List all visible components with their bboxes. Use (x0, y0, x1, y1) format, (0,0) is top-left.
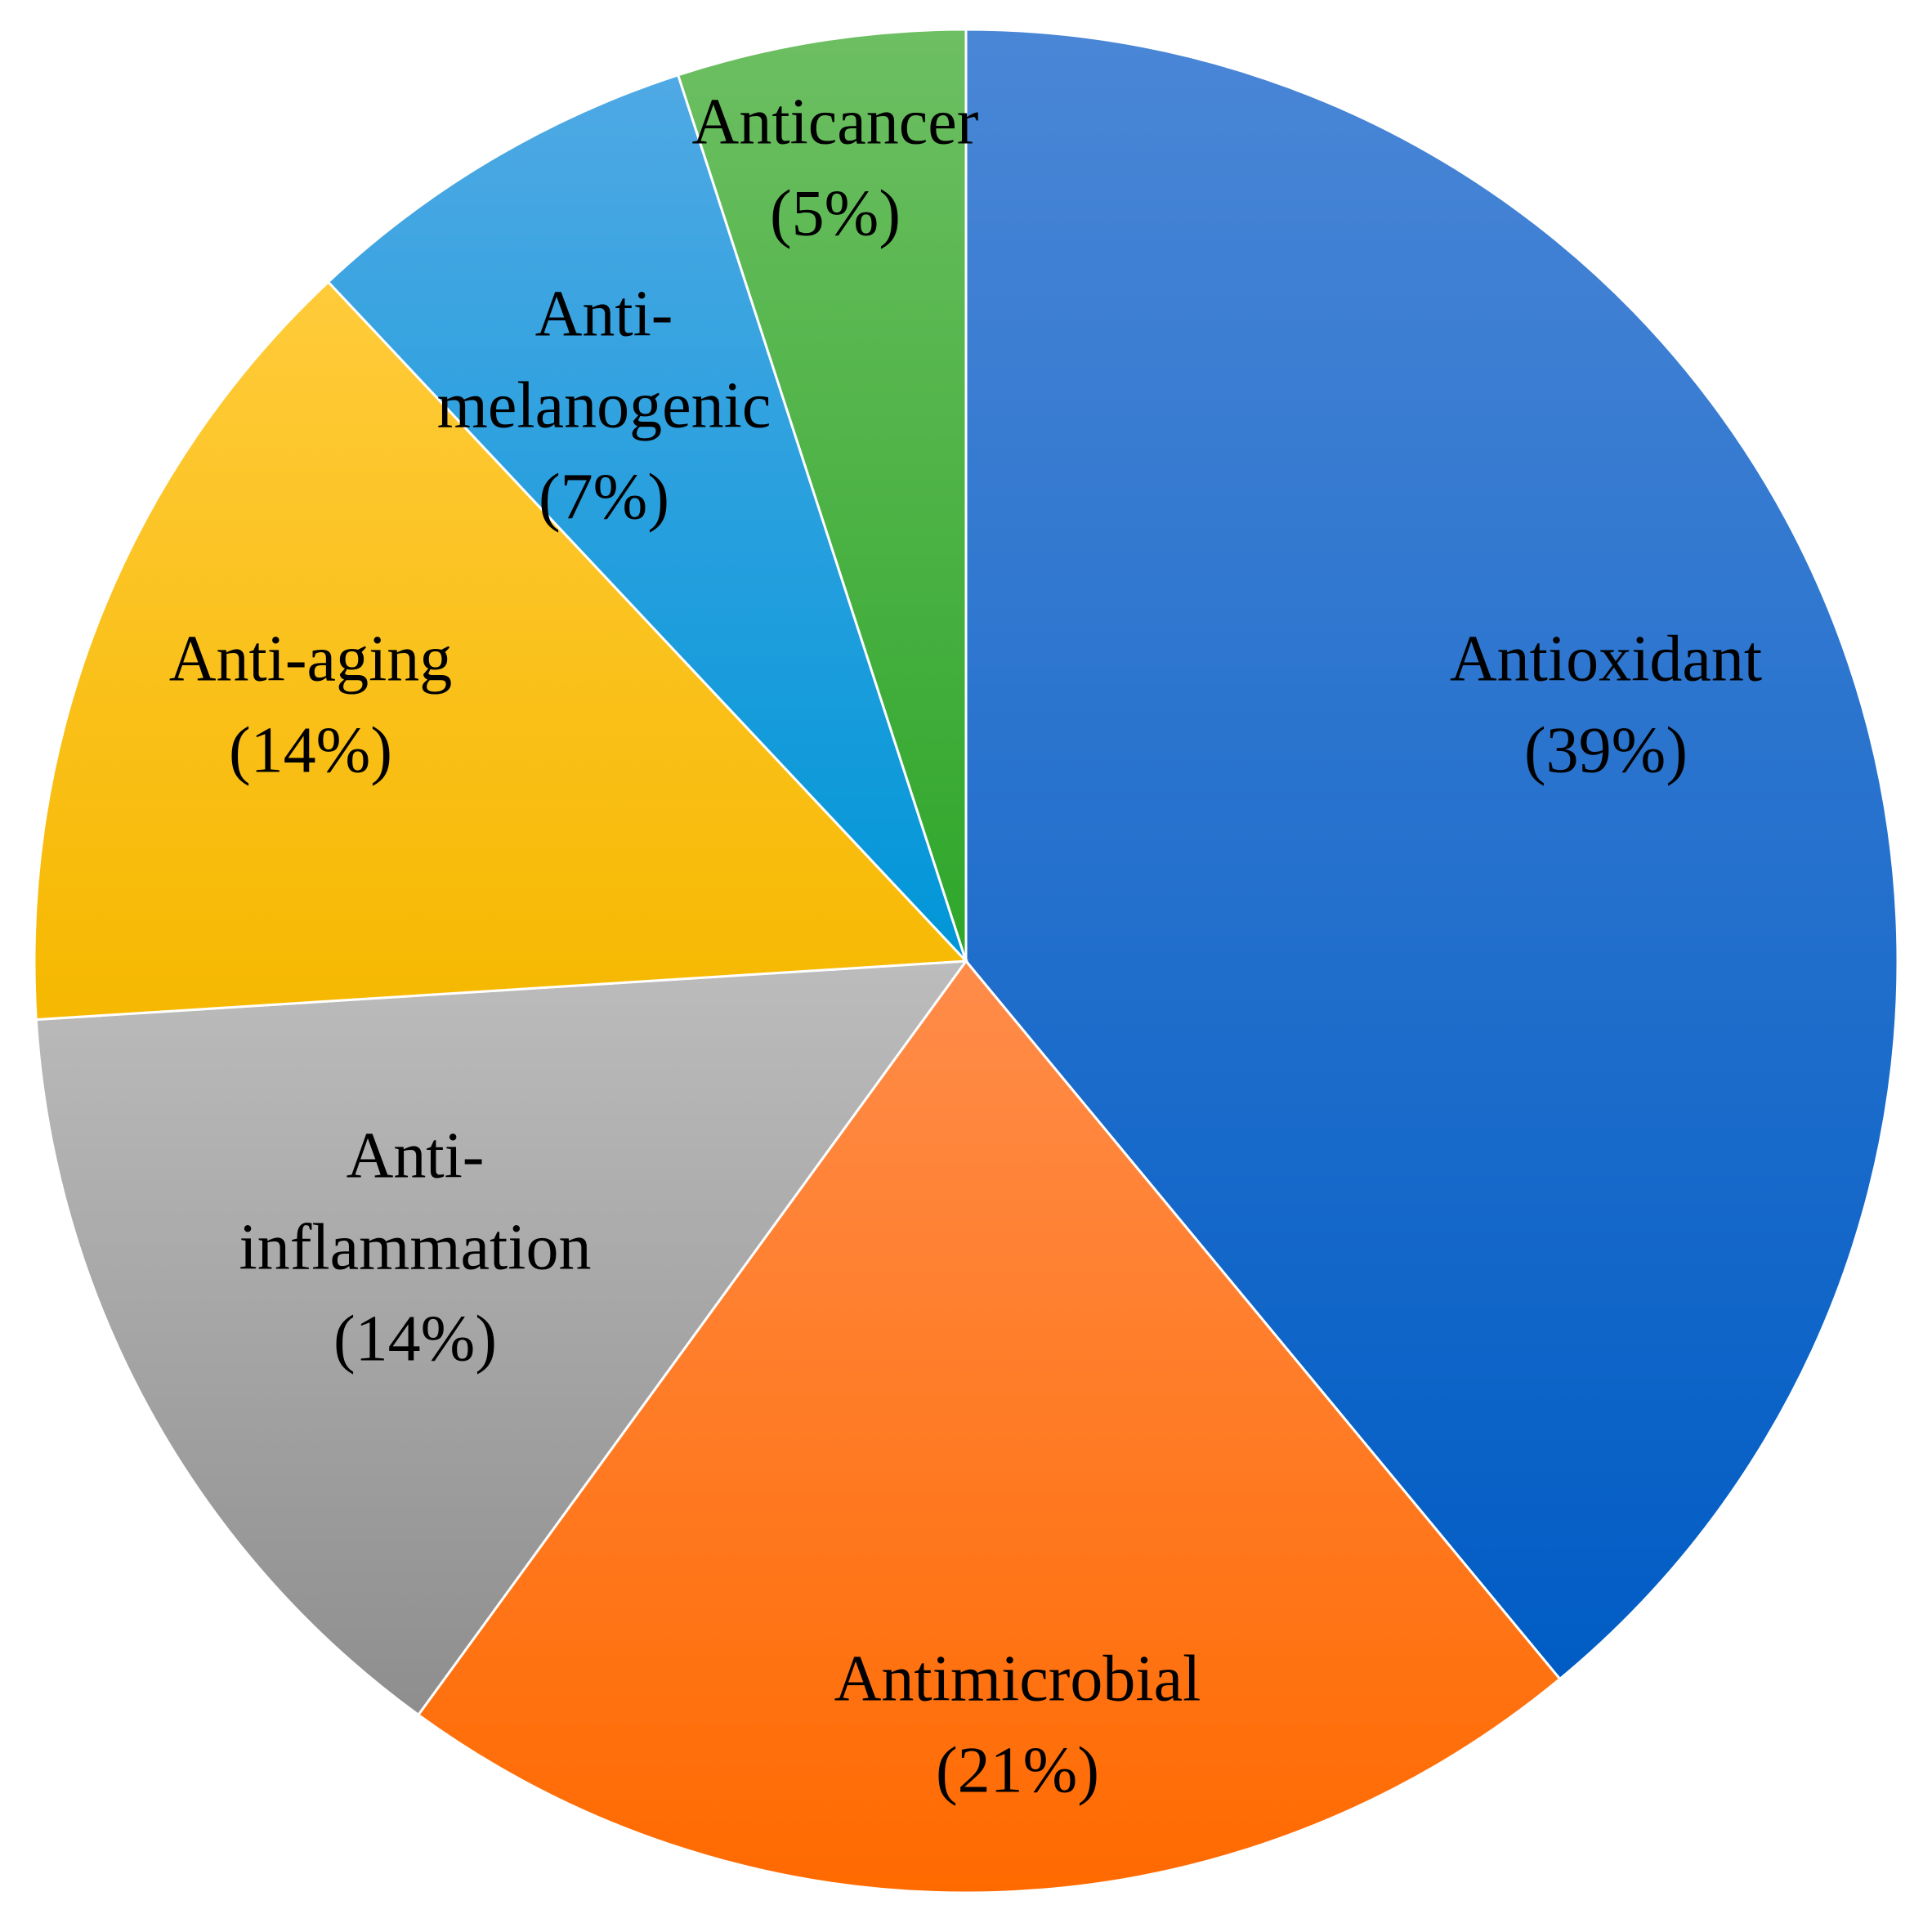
pie-slice-2 (34, 959, 969, 1717)
slice-label-line: (21%) (936, 1734, 1099, 1806)
slice-label-4: Anti-melanogenic (7%) (437, 278, 771, 533)
pie-slice-1 (416, 959, 1562, 1894)
pie-slice-4 (326, 73, 968, 963)
slice-label-line: (14%) (333, 1303, 497, 1375)
slice-label-line: Anti- (535, 278, 673, 350)
pie-slices (33, 28, 1899, 1894)
slice-label-line: melanogenic (437, 369, 771, 441)
pie-labels: Antioxidant (39%) Antimicrobial (21%) Anti-i… (169, 86, 1762, 1806)
slice-label-line: Anticancer (692, 86, 979, 158)
slice-label-line: (5%) (770, 177, 901, 249)
pie-slice-5 (676, 28, 968, 962)
slice-label-2: Anti-inflammation (14%) (239, 1120, 591, 1375)
slice-label-line: Antimicrobial (834, 1643, 1201, 1715)
slice-label-line: (7%) (539, 461, 669, 533)
slice-label-line: Anti- (347, 1120, 485, 1192)
slice-label-line: Anti-aging (169, 623, 453, 695)
slice-label-line: (14%) (229, 714, 392, 786)
slice-label-line: inflammation (239, 1211, 591, 1283)
slice-label-line: Antioxidant (1450, 623, 1762, 695)
slice-label-1: Antimicrobial (21%) (834, 1643, 1201, 1806)
slice-label-3: Anti-aging (14%) (169, 623, 453, 786)
slice-label-line: (39%) (1524, 714, 1688, 786)
pie-slice-3 (33, 280, 969, 1022)
slice-label-5: Anticancer (5%) (692, 86, 979, 249)
pie-slice-0 (964, 28, 1899, 1681)
slice-label-0: Antioxidant (39%) (1450, 623, 1762, 786)
